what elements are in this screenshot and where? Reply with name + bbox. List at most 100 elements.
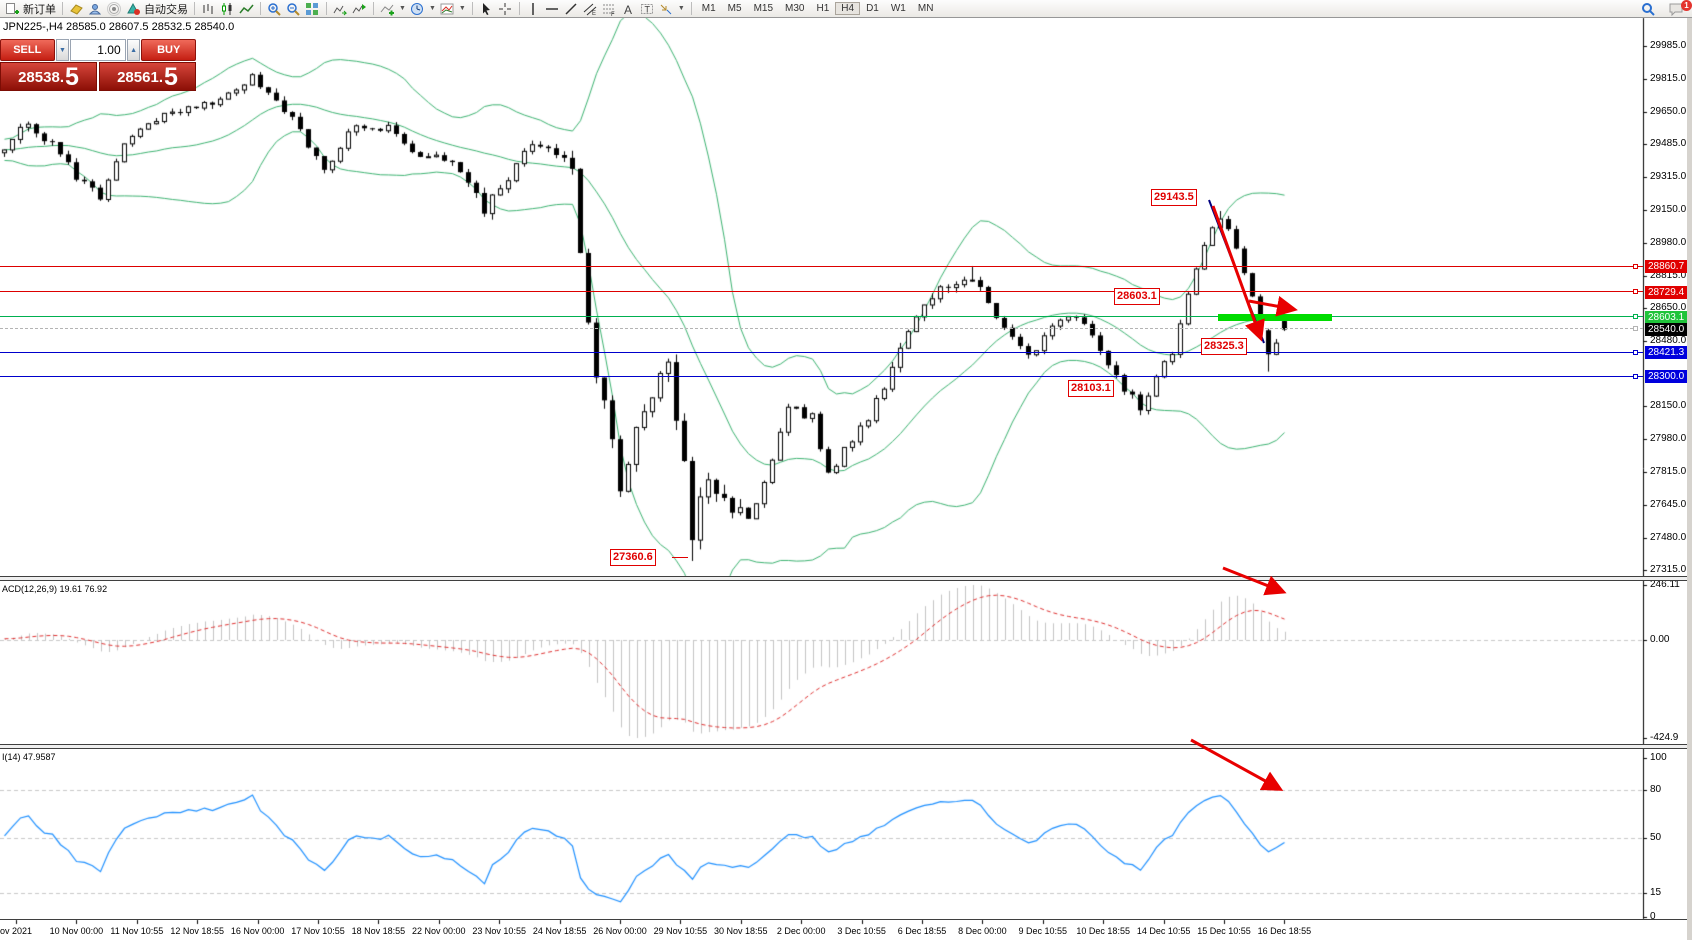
y-axis-tick: 27480.0 [1650, 531, 1687, 543]
dropdown-caret-icon[interactable]: ▼ [399, 5, 406, 12]
auto-trading-label: 自动交易 [144, 3, 188, 16]
rsi-axis-label: 50 [1650, 831, 1662, 843]
rsi-axis-label: 100 [1650, 752, 1667, 763]
crosshair-button[interactable] [496, 1, 515, 17]
x-axis-label: 11 Nov 10:55 [110, 926, 164, 936]
fibonacci-button[interactable]: F [600, 1, 619, 17]
search-icon[interactable] [1639, 1, 1657, 17]
hline-marker [1633, 314, 1638, 319]
hline-28540[interactable] [0, 328, 1643, 329]
buy-price-display[interactable]: 28561. 5 [99, 62, 196, 91]
support-zone-highlight[interactable] [1218, 314, 1332, 321]
x-axis-label: 9 Dec 10:55 [1018, 926, 1068, 936]
auto-scroll-button[interactable] [350, 1, 369, 17]
timeframe-button-d1[interactable]: D1 [866, 3, 879, 14]
alerts-button[interactable] [105, 1, 124, 17]
x-axis-label: 16 Dec 18:55 [1257, 926, 1312, 936]
templates-icon [440, 2, 455, 16]
crosshair-icon [498, 2, 513, 16]
text-button[interactable]: A [619, 1, 638, 17]
fibonacci-icon: F [602, 2, 617, 16]
auto-trading-button[interactable]: 自动交易 [124, 1, 190, 17]
dropdown-caret-icon[interactable]: ▼ [677, 5, 685, 12]
line-chart-button[interactable] [237, 1, 256, 17]
styles-button[interactable] [67, 1, 86, 17]
horizontal-line-button[interactable] [543, 1, 562, 17]
x-axis-label: ov 2021 [0, 926, 33, 936]
timeframe-button-w1[interactable]: W1 [890, 3, 906, 14]
notification-badge: 1 [1681, 0, 1692, 11]
candlestick-chart-button[interactable] [218, 1, 237, 17]
label-button[interactable]: T [638, 1, 657, 17]
x-axis-label: 10 Nov 00:00 [49, 926, 104, 936]
text-icon: A [621, 2, 636, 16]
price-annotation-28603.1[interactable]: 28603.1 [1114, 288, 1160, 305]
bar-chart-button[interactable] [199, 1, 218, 17]
hline-28421.3[interactable] [0, 352, 1643, 353]
volume-down-button[interactable]: ▼ [55, 39, 70, 61]
zoom-out-icon [286, 2, 301, 16]
zoom-out-button[interactable] [284, 1, 303, 17]
buy-button[interactable]: BUY [141, 39, 196, 61]
pane-splitter-rsi[interactable] [0, 744, 1692, 749]
price-annotation-28325.3[interactable]: 28325.3 [1201, 338, 1247, 355]
dropdown-caret-icon[interactable]: ▼ [458, 5, 466, 12]
y-axis-tick: 29150.0 [1650, 203, 1687, 215]
arrows-icon [659, 2, 674, 16]
pane-splitter-macd[interactable] [0, 576, 1692, 581]
toolbar-separator [62, 2, 63, 15]
cursor-button[interactable] [477, 1, 496, 17]
volume-up-button[interactable]: ▲ [126, 39, 141, 61]
volume-input[interactable]: 1.00 [70, 39, 126, 61]
notifications-icon[interactable]: 1 [1667, 0, 1692, 17]
price-tag-28603.1: 28603.1 [1645, 310, 1691, 324]
timeframe-button-m30[interactable]: M30 [785, 3, 805, 14]
templates-button[interactable]: ▼ [438, 1, 468, 17]
timeframe-button-h4[interactable]: H4 [835, 2, 861, 15]
zoom-in-button[interactable] [265, 1, 284, 17]
new-order-button[interactable]: 新订单 [3, 1, 58, 17]
vertical-line-icon [526, 2, 541, 16]
timeframe-button-mn[interactable]: MN [917, 3, 934, 14]
x-axis-label: 23 Nov 10:55 [472, 926, 526, 936]
periods-button[interactable]: ▼ [408, 1, 438, 17]
sell-price-display[interactable]: 28538. 5 [0, 62, 97, 91]
trendline-icon [564, 2, 579, 16]
rsi-axis-label: 80 [1650, 783, 1662, 795]
timeframe-button-m5[interactable]: M5 [727, 3, 742, 14]
price-annotation-28103.1[interactable]: 28103.1 [1068, 380, 1114, 397]
hline-28860.7[interactable] [0, 266, 1643, 267]
timeframe-button-m1[interactable]: M1 [701, 3, 716, 14]
chart-shift-button[interactable] [331, 1, 350, 17]
hline-28300[interactable] [0, 376, 1643, 377]
price-tag-28729.4: 28729.4 [1645, 285, 1691, 299]
toolbar-separator [373, 2, 374, 15]
price-annotation-29143.5[interactable]: 29143.5 [1151, 189, 1197, 206]
candlestick-chart-icon [220, 2, 235, 16]
price-annotation-27360.6[interactable]: 27360.6 [610, 549, 656, 566]
timeframe-button-m15[interactable]: M15 [753, 3, 774, 14]
indicators-button[interactable]: ▼ [378, 1, 408, 17]
tile-windows-button[interactable] [303, 1, 322, 17]
x-axis-label: 22 Nov 00:00 [412, 926, 466, 936]
styles-icon [69, 2, 84, 16]
x-axis-label: 29 Nov 10:55 [653, 926, 708, 936]
sell-button[interactable]: SELL [0, 39, 55, 61]
vertical-line-button[interactable] [524, 1, 543, 17]
x-axis-label: 10 Dec 18:55 [1076, 926, 1130, 936]
equidistant-channel-button[interactable]: E [581, 1, 600, 17]
cursor-icon [479, 2, 494, 16]
arrows-button[interactable]: ▼ [657, 1, 687, 17]
hline-28603.1[interactable] [0, 316, 1643, 317]
trendline-button[interactable] [562, 1, 581, 17]
toolbar-separator [260, 2, 261, 15]
line-chart-icon [239, 2, 254, 16]
timeframe-button-h1[interactable]: H1 [816, 3, 830, 14]
indicators-icon [380, 2, 395, 16]
dropdown-caret-icon[interactable]: ▼ [428, 5, 436, 12]
y-axis-tick: 28150.0 [1650, 400, 1687, 412]
profiles-button[interactable] [86, 1, 105, 17]
y-axis-tick: 28980.0 [1650, 237, 1687, 249]
hline-28729.4[interactable] [0, 291, 1643, 292]
